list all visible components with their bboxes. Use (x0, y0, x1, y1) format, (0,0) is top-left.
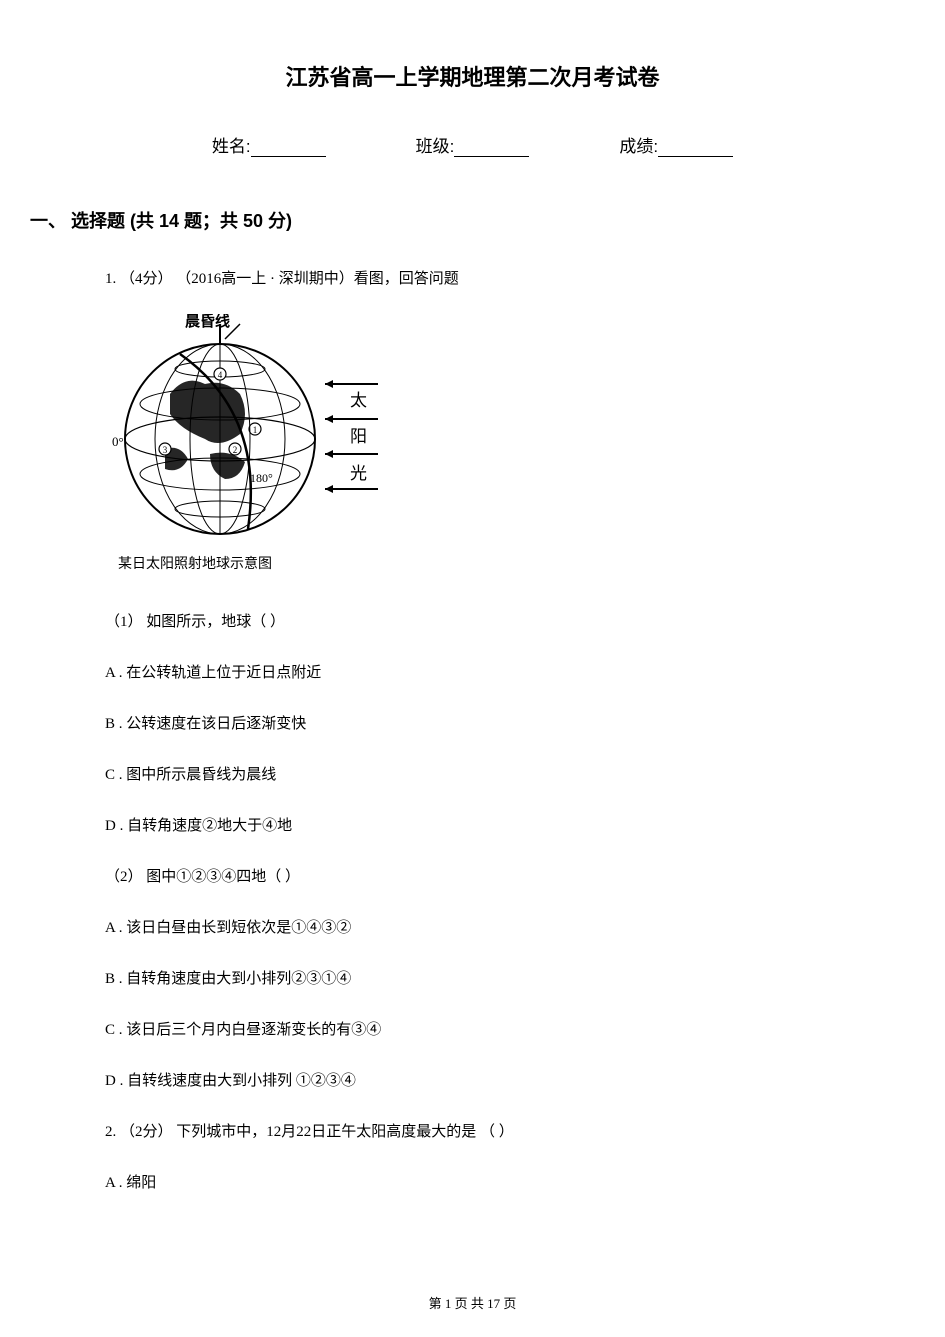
student-info-row: 姓名: 班级: 成绩: (50, 132, 895, 157)
figure-caption: 某日太阳照射地球示意图 (118, 550, 895, 581)
footer-suffix: 页 (500, 1296, 516, 1311)
page-footer: 第 1 页 共 17 页 (0, 1293, 945, 1312)
exam-title: 江苏省高一上学期地理第二次月考试卷 (50, 60, 895, 92)
class-blank[interactable] (454, 137, 529, 157)
name-label: 姓名: (212, 137, 251, 156)
footer-middle: 页 共 (451, 1296, 487, 1311)
q2-option-a: A . 绵阳 (105, 1167, 895, 1200)
lon180-label: 180° (250, 471, 273, 485)
q1-sub1: （1） 如图所示，地球（ ） (105, 606, 895, 639)
q1-sub1-option-d: D . 自转角速度②地大于④地 (105, 810, 895, 843)
q1-sub2-option-a: A . 该日白昼由长到短依次是①④③② (105, 912, 895, 945)
q1-sub2-option-c: C . 该日后三个月内白昼逐渐变长的有③④ (105, 1014, 895, 1047)
q1-sub2: （2） 图中①②③④四地（ ） (105, 861, 895, 894)
q1-sub1-option-c: C . 图中所示晨昏线为晨线 (105, 759, 895, 792)
name-blank[interactable] (251, 137, 326, 157)
score-field: 成绩: (619, 132, 733, 157)
q1-stem: 1. （4分） （2016高一上 · 深圳期中）看图，回答问题 (105, 263, 895, 296)
q1-sub1-option-a: A . 在公转轨道上位于近日点附近 (105, 657, 895, 690)
footer-total-pages: 17 (487, 1296, 500, 1311)
svg-text:1: 1 (253, 425, 258, 435)
terminator-label: 晨昏线 (185, 314, 230, 330)
section-header: 一、 选择题 (共 14 题；共 50 分) (30, 207, 895, 233)
question-1: 1. （4分） （2016高一上 · 深圳期中）看图，回答问题 (105, 263, 895, 1200)
q2-stem: 2. （2分） 下列城市中，12月22日正午太阳高度最大的是 （ ） (105, 1116, 895, 1149)
svg-text:2: 2 (233, 445, 238, 455)
zero-degree-label: 0° (112, 434, 124, 449)
score-blank[interactable] (658, 137, 733, 157)
q1-figure: 1 2 3 4 0° 180° 晨昏线 太 阳 光 (110, 314, 895, 581)
q1-sub2-option-d: D . 自转线速度由大到小排列 ①②③④ (105, 1065, 895, 1098)
earth-diagram: 1 2 3 4 0° 180° 晨昏线 太 阳 光 (110, 314, 380, 544)
class-field: 班级: (416, 132, 530, 157)
sun-label-2: 阳 (350, 427, 367, 446)
q1-sub1-option-b: B . 公转速度在该日后逐渐变快 (105, 708, 895, 741)
q1-sub2-option-b: B . 自转角速度由大到小排列②③①④ (105, 963, 895, 996)
footer-prefix: 第 (429, 1296, 445, 1311)
svg-text:3: 3 (163, 445, 168, 455)
sun-label-3: 光 (350, 464, 367, 483)
score-label: 成绩: (619, 137, 658, 156)
sun-label-1: 太 (350, 391, 367, 410)
name-field: 姓名: (212, 132, 326, 157)
class-label: 班级: (416, 137, 455, 156)
svg-text:4: 4 (218, 370, 223, 380)
